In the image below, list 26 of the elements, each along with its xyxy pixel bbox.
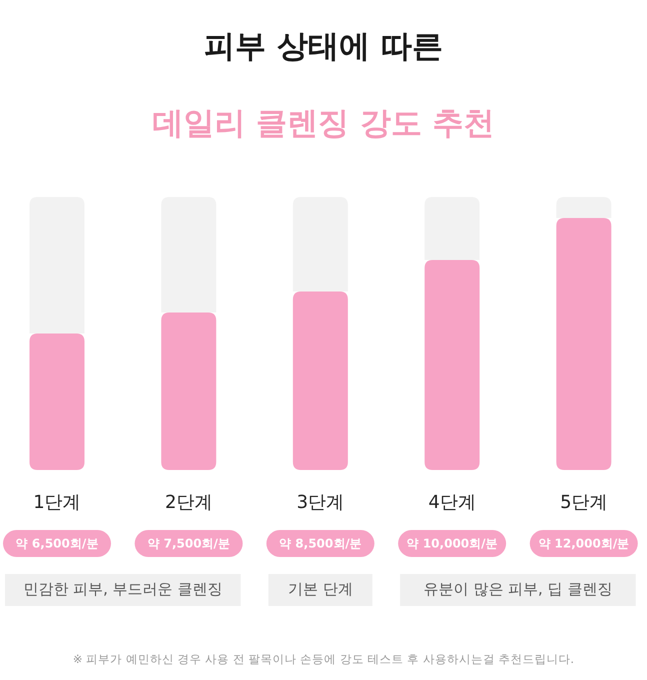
- bar: [292, 292, 348, 470]
- text: ※ 피부가 예민하신 경우 사용 전 팔목이나 손등에 강도 테스트 후 사용하시는걸 추천드립니다.: [72, 652, 574, 666]
- bar: [424, 260, 480, 470]
- text: 기본 단계: [288, 580, 353, 598]
- chart-title: 피부 상태에 따른: [204, 28, 443, 64]
- data-label: 약 6,500회/분: [16, 536, 98, 550]
- bar: [30, 334, 84, 470]
- text: 민감한 피부, 부드러운 클렌징: [23, 580, 222, 598]
- data-label: 약 8,500회/분: [279, 536, 362, 550]
- chart-subtitle: 데일리 클렌징 강도 추천: [152, 105, 495, 142]
- bar: [292, 197, 348, 292]
- x-tick-label: 4단계: [428, 492, 476, 513]
- bar: [556, 197, 612, 218]
- x-tick-label: 5단계: [560, 492, 608, 513]
- bar: [556, 218, 612, 470]
- text: 유분이 많은 피부, 딥 클렌징: [424, 580, 612, 598]
- bar: [30, 197, 84, 334]
- x-tick-label: 2단계: [164, 492, 212, 513]
- bar: [424, 197, 480, 260]
- x-tick-label: 3단계: [296, 492, 344, 513]
- x-tick-label: 1단계: [33, 492, 81, 513]
- data-label: 약 12,000회/분: [538, 536, 630, 550]
- bar: [161, 197, 216, 312]
- bar: [161, 312, 216, 470]
- data-label: 약 7,500회/분: [147, 536, 230, 550]
- data-label: 약 10,000회/분: [406, 536, 498, 550]
